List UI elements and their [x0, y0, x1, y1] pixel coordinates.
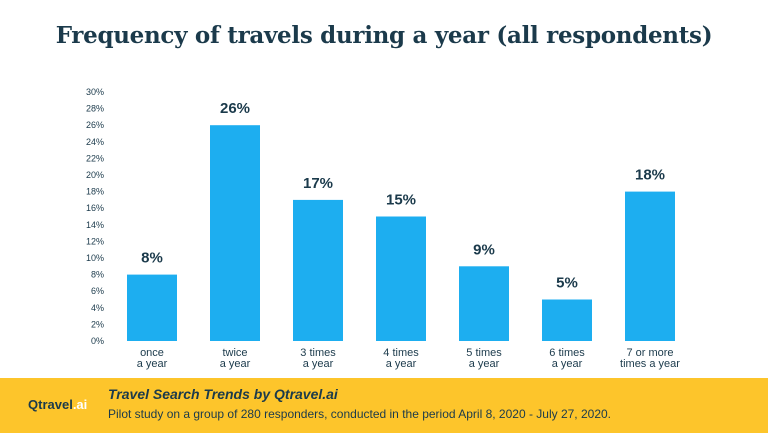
category-label: times a year: [620, 358, 680, 370]
bar: [210, 125, 260, 341]
category-label: once: [140, 347, 164, 359]
y-tick-label: 16%: [86, 203, 104, 213]
data-label: 9%: [473, 241, 495, 258]
bar: [625, 191, 675, 341]
data-label: 5%: [556, 275, 578, 292]
footer-banner: Qtravel.ai Travel Search Trends by Qtrav…: [0, 378, 768, 433]
category-label: a year: [137, 358, 168, 370]
category-label: 3 times: [300, 347, 336, 359]
bar: [127, 274, 177, 341]
bar: [293, 199, 343, 341]
y-tick-label: 12%: [86, 236, 104, 246]
brand-logo: Qtravel.ai: [28, 397, 87, 412]
y-tick-label: 20%: [86, 170, 104, 180]
data-label: 26%: [220, 100, 250, 117]
y-tick-label: 0%: [91, 336, 104, 346]
y-tick-label: 10%: [86, 253, 104, 263]
footer-subtitle: Pilot study on a group of 280 responders…: [108, 407, 611, 421]
data-label: 18%: [635, 167, 665, 184]
y-tick-label: 22%: [86, 153, 104, 163]
bar: [459, 266, 509, 341]
category-label: 5 times: [466, 347, 502, 359]
y-tick-label: 14%: [86, 220, 104, 230]
footer-title: Travel Search Trends by Qtravel.ai: [108, 386, 338, 402]
data-label: 8%: [141, 250, 163, 267]
bar-chart: 0% 2% 4% 6% 8% 10% 12% 14% 16% 18% 20% 22% 24% 26% 28%…: [86, 87, 680, 370]
brand-name: Qtravel: [28, 397, 73, 412]
category-label: a year: [552, 358, 583, 370]
y-tick-label: 2%: [91, 319, 104, 329]
brand-suffix: .ai: [72, 397, 88, 412]
category-label: a year: [220, 358, 251, 370]
y-tick-label: 8%: [91, 270, 104, 280]
category-label: 4 times: [383, 347, 419, 359]
category-label: twice: [222, 347, 247, 359]
y-tick-label: 30%: [86, 87, 104, 97]
category-label: a year: [386, 358, 417, 370]
bar: [542, 299, 592, 341]
data-label: 15%: [386, 192, 416, 209]
category-label: a year: [469, 358, 500, 370]
y-tick-label: 6%: [91, 286, 104, 296]
data-label: 17%: [303, 175, 333, 192]
y-tick-label: 28%: [86, 104, 104, 114]
category-label: 6 times: [549, 347, 585, 359]
category-label: 7 or more: [626, 347, 673, 359]
y-tick-label: 26%: [86, 120, 104, 130]
chart-title: Frequency of travels during a year (all …: [55, 22, 713, 49]
y-tick-label: 24%: [86, 137, 104, 147]
bar: [376, 216, 426, 341]
category-label: a year: [303, 358, 334, 370]
y-tick-label: 4%: [91, 303, 104, 313]
y-tick-label: 18%: [86, 187, 104, 197]
